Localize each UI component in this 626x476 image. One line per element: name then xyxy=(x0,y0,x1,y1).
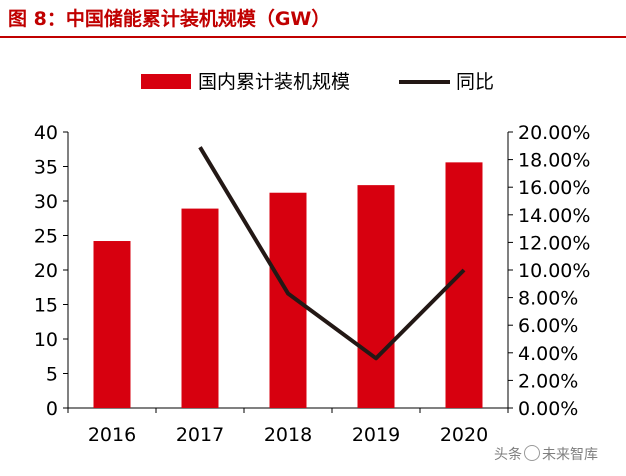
y-right-tick-label: 12.00% xyxy=(518,232,590,254)
y-right-tick-label: 4.00% xyxy=(518,343,578,365)
bar xyxy=(269,192,307,408)
x-tick-label: 2019 xyxy=(352,424,400,446)
legend-bar-swatch xyxy=(141,74,191,89)
y-left-tick-label: 5 xyxy=(46,364,58,386)
x-tick-label: 2020 xyxy=(440,424,488,446)
y-left-tick-label: 15 xyxy=(34,295,58,317)
x-axis-labels: 2016 2017 2018 2019 2020 xyxy=(88,424,488,446)
y-right-tick-label: 20.00% xyxy=(518,122,590,144)
y-right-tick-label: 8.00% xyxy=(518,288,578,310)
figure-title: 图 8：中国储能累计装机规模（GW） xyxy=(8,8,331,30)
y-right-axis-labels: 0.00% 2.00% 4.00% 6.00% 8.00% 10.00% 12.00% 14.… xyxy=(518,122,590,420)
x-tick-label: 2017 xyxy=(176,424,224,446)
x-tick-label: 2018 xyxy=(264,424,312,446)
bar xyxy=(357,185,395,408)
bars xyxy=(93,162,483,408)
y-left-tick-label: 0 xyxy=(46,398,58,420)
x-tick-label: 2016 xyxy=(88,424,136,446)
y-right-tick-label: 18.00% xyxy=(518,150,590,172)
y-left-tick-label: 30 xyxy=(34,191,58,213)
legend-bar-label: 国内累计装机规模 xyxy=(198,71,350,93)
y-left-tick-label: 35 xyxy=(34,157,58,179)
y-right-tick-label: 10.00% xyxy=(518,260,590,282)
y-left-axis-labels: 0 5 10 15 20 25 30 35 40 xyxy=(34,122,58,420)
watermark-logo-icon xyxy=(524,445,540,461)
y-left-tick-label: 25 xyxy=(34,226,58,248)
bar xyxy=(181,208,219,408)
y-right-tick-label: 2.00% xyxy=(518,370,578,392)
line-series xyxy=(198,146,466,361)
y-right-tick-label: 16.00% xyxy=(518,177,590,199)
watermark: 头条 未来智库 xyxy=(494,444,598,464)
yoy-line xyxy=(198,146,466,361)
bar xyxy=(93,241,131,408)
legend: 国内累计装机规模 同比 xyxy=(141,71,494,93)
y-left-tick-label: 20 xyxy=(34,260,58,282)
y-right-tick-label: 6.00% xyxy=(518,315,578,337)
y-right-tick-label: 14.00% xyxy=(518,205,590,227)
y-left-tick-label: 10 xyxy=(34,329,58,351)
watermark-suffix: 未来智库 xyxy=(542,447,598,463)
watermark-prefix: 头条 xyxy=(494,447,522,463)
title-divider xyxy=(0,36,626,38)
legend-line-label: 同比 xyxy=(456,71,494,93)
y-right-tick-label: 0.00% xyxy=(518,398,578,420)
y-left-tick-label: 40 xyxy=(34,122,58,144)
